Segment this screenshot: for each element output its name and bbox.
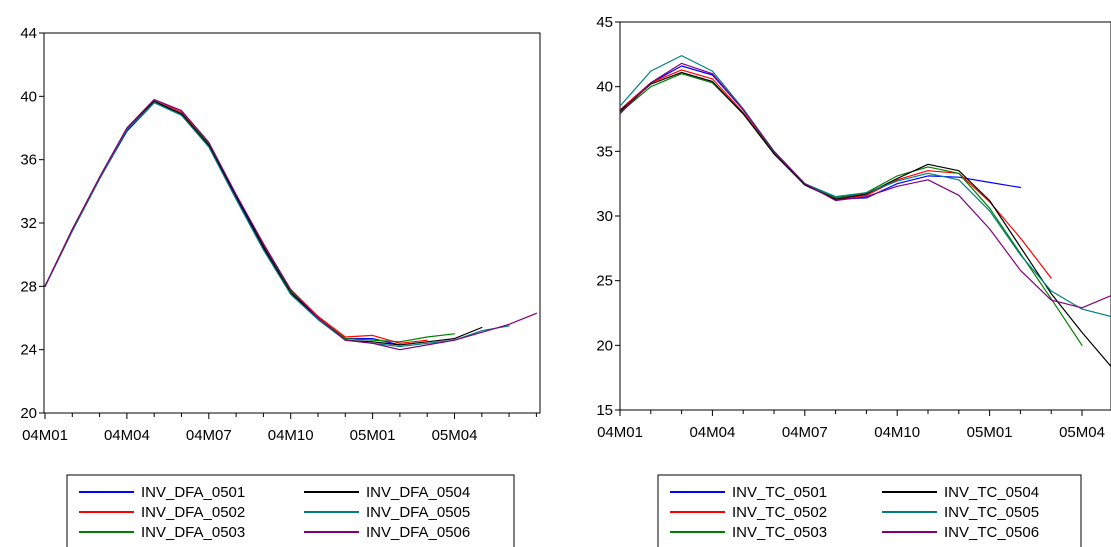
legend-label: INV_DFA_0506 <box>366 524 470 541</box>
x-tick-label: 04M07 <box>782 424 828 441</box>
series-line-inv-tc-0503 <box>620 73 1083 346</box>
left-chart-inv-dfa: 20 24 28 32 36 40 44 04M01 04M04 04M07 04M10 05M01 0… <box>20 25 541 547</box>
y-tick-label: 36 <box>20 152 37 169</box>
series-line-inv-dfa-0501 <box>44 102 401 346</box>
series-line-inv-tc-0505 <box>620 54 1111 318</box>
y-tick-label: 40 <box>20 88 37 105</box>
series-line-inv-dfa-0502 <box>44 98 428 344</box>
x-tick-label: 04M04 <box>104 427 150 444</box>
y-tick-label: 25 <box>596 273 613 290</box>
series-line-inv-tc-0504 <box>620 71 1111 368</box>
plot-frame <box>43 32 541 414</box>
plot-frame <box>619 21 1111 411</box>
legend-label: INV_DFA_0505 <box>366 504 470 521</box>
legend: INV_DFA_0501 INV_DFA_0502 INV_DFA_0503 INV_… <box>66 474 515 547</box>
series-line-inv-tc-0501 <box>620 65 1022 200</box>
y-tick-label: 44 <box>20 25 37 42</box>
series-line-inv-tc-0502 <box>620 69 1052 279</box>
y-tick-label: 35 <box>596 143 613 160</box>
y-tick-label: 45 <box>596 14 613 31</box>
right-chart-inv-tc: 15 20 25 30 35 40 45 04M01 04M04 04M07 04M10 05M01 0… <box>596 14 1111 547</box>
legend-box <box>66 474 515 547</box>
y-tick-label: 15 <box>596 402 613 419</box>
legend-label: INV_TC_0505 <box>944 504 1039 521</box>
x-tick-label: 04M01 <box>597 424 643 441</box>
y-tick-label: 40 <box>596 79 613 96</box>
legend-label: INV_DFA_0502 <box>141 504 245 521</box>
y-tick-label: 28 <box>20 278 37 295</box>
x-tick-label: 04M07 <box>186 427 232 444</box>
x-tick-label: 04M10 <box>874 424 920 441</box>
y-tick-label: 30 <box>596 208 613 225</box>
y-tick-label: 20 <box>20 405 37 422</box>
y-tick-label: 24 <box>20 342 37 359</box>
series-group <box>620 54 1111 368</box>
x-tick-label: 04M10 <box>268 427 314 444</box>
x-tick-label: 05M01 <box>967 424 1013 441</box>
x-tick-label: 05M01 <box>350 427 396 444</box>
x-tick-label: 05M04 <box>432 427 478 444</box>
series-line-inv-dfa-0505 <box>44 102 510 348</box>
legend-label: INV_DFA_0504 <box>366 484 470 501</box>
series-line-inv-tc-0506 <box>620 62 1111 309</box>
series-line-inv-dfa-0504 <box>44 100 483 346</box>
legend-label: INV_TC_0501 <box>732 484 827 501</box>
x-tick-label: 05M04 <box>1059 424 1105 441</box>
legend: INV_TC_0501 INV_TC_0502 INV_TC_0503 INV_TC_… <box>657 474 1082 547</box>
legend-box <box>657 474 1082 547</box>
legend-label: INV_TC_0506 <box>944 524 1039 541</box>
y-tick-label: 32 <box>20 215 37 232</box>
legend-label: INV_DFA_0501 <box>141 484 245 501</box>
legend-label: INV_DFA_0503 <box>141 524 245 541</box>
legend-label: INV_TC_0503 <box>732 524 827 541</box>
x-tick-label: 04M01 <box>22 427 68 444</box>
series-group <box>44 98 538 351</box>
legend-label: INV_TC_0504 <box>944 484 1039 501</box>
series-line-inv-dfa-0506 <box>44 98 538 351</box>
legend-label: INV_TC_0502 <box>732 504 827 521</box>
y-tick-label: 20 <box>596 337 613 354</box>
x-tick-label: 04M04 <box>689 424 735 441</box>
